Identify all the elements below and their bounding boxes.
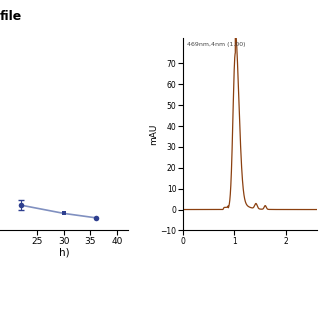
Text: file: file — [0, 10, 22, 23]
X-axis label: h): h) — [59, 247, 69, 257]
Y-axis label: mAU: mAU — [149, 124, 158, 145]
Text: 469nm,4nm (1.00): 469nm,4nm (1.00) — [187, 42, 245, 47]
